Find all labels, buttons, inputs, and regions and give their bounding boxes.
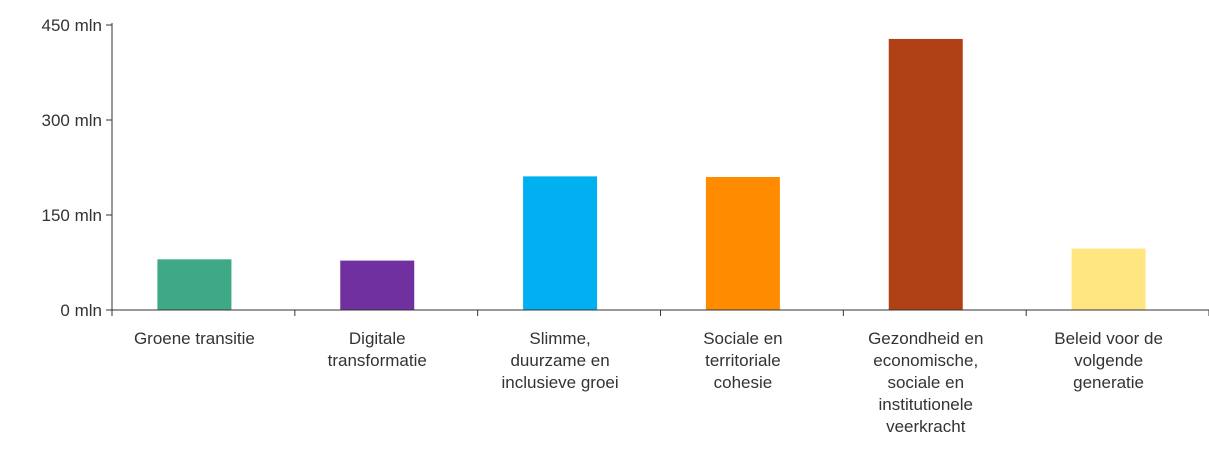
category-label: Gezondheid en economische, sociale en insti… [868,329,983,436]
category-label: Beleid voor de volgende generatie [1054,329,1163,392]
y-tick-label: 150 mln [42,206,102,225]
category-label: Slimme, duurzame en inclusieve groei [501,329,618,392]
bar [705,177,780,310]
y-tick-label: 450 mln [42,16,102,35]
y-tick-label: 0 mln [60,301,102,320]
bar [888,38,963,310]
bars [157,38,1146,310]
y-tick-label: 300 mln [42,111,102,130]
y-axis: 0 mln 150 mln 300 mln 450 mln [42,16,113,320]
bar [340,260,415,310]
category-label: Sociale en territoriale cohesie [703,329,782,392]
x-axis: Groene transitie Digitale transformatie Sli… [111,309,1209,436]
bar [523,176,598,310]
bar [157,259,232,310]
bar [1071,248,1146,310]
category-label: Digitale transformatie [328,329,427,370]
category-label: Groene transitie [134,329,255,348]
